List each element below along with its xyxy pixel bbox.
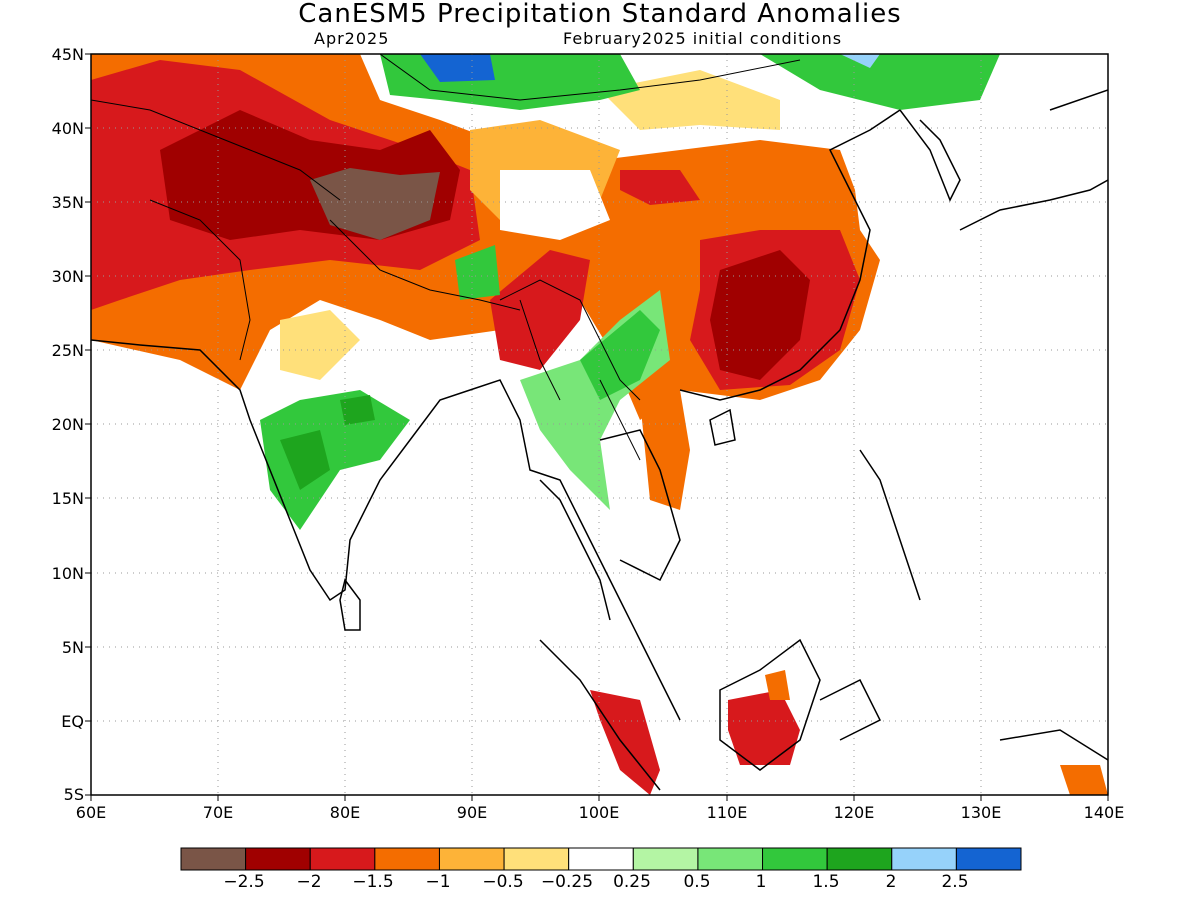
- anomaly-region: [1060, 765, 1108, 795]
- colorbar-label: −0.5: [482, 872, 524, 892]
- anomaly-region: [500, 170, 610, 240]
- colorbar-label: −2: [296, 872, 322, 892]
- anomaly-region: [310, 168, 440, 240]
- lat-label: 25N: [51, 341, 84, 360]
- colorbar-swatch: [891, 847, 957, 871]
- lon-label: 140E: [1083, 803, 1125, 822]
- anomaly-region: [260, 390, 410, 530]
- colorbar: [180, 847, 1022, 871]
- lat-label: 5S: [63, 785, 84, 804]
- lat-label: 15N: [51, 489, 84, 508]
- lon-label: 60E: [75, 803, 107, 822]
- colorbar-swatch: [180, 847, 247, 871]
- colorbar-swatch: [568, 847, 634, 871]
- lon-label: 80E: [329, 803, 361, 822]
- anomaly-fields: [91, 54, 1108, 795]
- anomaly-region: [765, 670, 790, 700]
- anomaly-region: [600, 70, 780, 130]
- colorbar-swatch: [503, 847, 570, 871]
- lat-label: 5N: [61, 638, 84, 657]
- anomaly-region: [640, 390, 690, 510]
- lat-label: EQ: [61, 712, 84, 731]
- colorbar-swatch: [374, 847, 440, 871]
- colorbar-swatch: [245, 847, 311, 871]
- anomaly-region: [490, 250, 590, 370]
- lon-label: 70E: [202, 803, 234, 822]
- lat-label: 30N: [51, 267, 84, 286]
- lat-label: 20N: [51, 415, 84, 434]
- lon-label: 120E: [833, 803, 875, 822]
- colorbar-label: 1: [755, 872, 767, 892]
- lat-label: 10N: [51, 564, 84, 583]
- colorbar-swatch: [438, 847, 505, 871]
- coastlines: [91, 89, 1108, 791]
- lat-label: 45N: [51, 45, 84, 64]
- colorbar-label: 2: [885, 872, 897, 892]
- lon-label: 130E: [960, 803, 1002, 822]
- anomaly-region: [280, 310, 360, 380]
- anomaly-region: [840, 54, 880, 68]
- anomaly-region: [340, 395, 375, 425]
- colorbar-label: 1.5: [812, 872, 840, 892]
- lon-label: 110E: [706, 803, 748, 822]
- colorbar-swatch: [697, 847, 764, 871]
- colorbar-swatch: [826, 847, 893, 871]
- colorbar-label: 0.25: [613, 872, 651, 892]
- forecast-month: Apr2025: [314, 29, 390, 48]
- anomaly-region: [420, 54, 495, 82]
- chart-title: CanESM5 Precipitation Standard Anomalies: [298, 0, 902, 29]
- anomaly-region: [455, 245, 500, 300]
- lat-label: 40N: [51, 119, 84, 138]
- anomaly-region: [760, 54, 1000, 110]
- lon-label: 100E: [578, 803, 620, 822]
- anomaly-region: [728, 690, 800, 765]
- anomaly-region: [280, 430, 330, 490]
- axis-ticks: [85, 53, 1109, 801]
- colorbar-label: −2.5: [223, 872, 265, 892]
- colorbar-swatch: [309, 847, 376, 871]
- colorbar-label: 0.5: [683, 872, 711, 892]
- colorbar-label: −1.5: [352, 872, 394, 892]
- anomaly-region: [620, 170, 700, 205]
- colorbar-swatch: [632, 847, 699, 871]
- colorbar-label: −1: [425, 872, 451, 892]
- borders: [91, 54, 801, 461]
- colorbar-label: −0.25: [540, 872, 594, 892]
- anomaly-region: [710, 250, 810, 380]
- colorbar-swatch: [955, 847, 1022, 871]
- lon-label: 90E: [456, 803, 488, 822]
- initial-conditions: February2025 initial conditions: [563, 29, 843, 48]
- lat-label: 35N: [51, 193, 84, 212]
- colorbar-label: 2.5: [941, 872, 969, 892]
- colorbar-swatch: [762, 847, 828, 871]
- anomaly-region: [580, 310, 660, 400]
